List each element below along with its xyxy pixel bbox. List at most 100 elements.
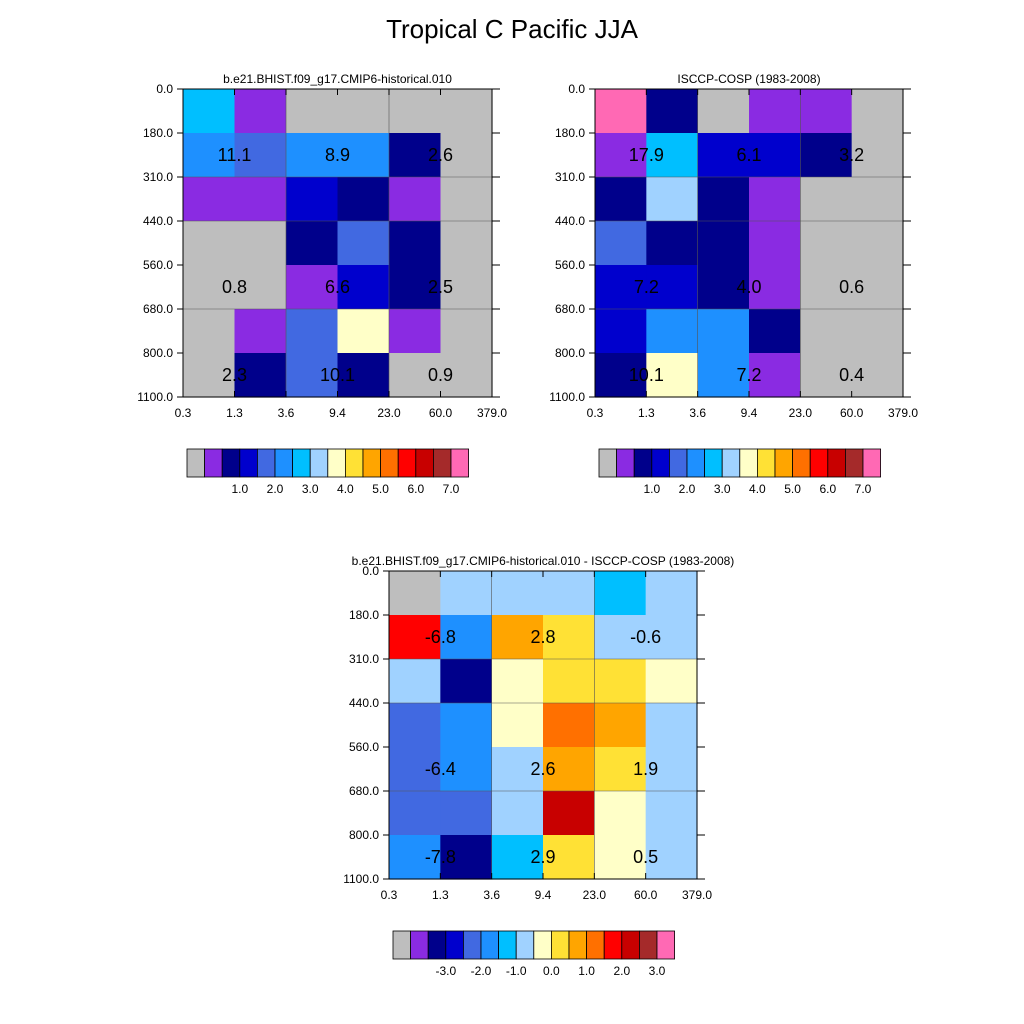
colorbar-swatch: [616, 448, 635, 478]
heatmap-cell: [491, 747, 544, 792]
heatmap-cell: [440, 309, 493, 354]
colorbar-label: -1.0: [506, 964, 527, 978]
heatmap-cell: [440, 703, 493, 748]
colorbar-swatch: [568, 930, 588, 960]
colorbar-label: 2.0: [679, 482, 696, 496]
colorbar-swatch: [515, 930, 535, 960]
colorbar-swatch: [462, 930, 482, 960]
heatmap-cell: [595, 309, 647, 354]
heatmap-cell: [697, 133, 750, 178]
heatmap-cell: [646, 89, 699, 134]
colorbar-swatch: [621, 930, 640, 960]
heatmap-cell: [645, 747, 698, 792]
heatmap-cell: [389, 265, 442, 310]
colorbar-swatch: [186, 448, 206, 478]
colorbar-swatch: [239, 448, 258, 478]
colorbar-swatch: [498, 930, 517, 960]
heatmap-cell: [645, 835, 698, 880]
y-tick-label: 310.0: [143, 170, 173, 184]
data-label: 2.9: [530, 847, 555, 867]
heatmap-panel-3: b.e21.BHIST.f09_g17.CMIP6-historical.010…: [343, 554, 734, 978]
x-tick-label: 60.0: [840, 406, 864, 420]
heatmap-cell: [646, 309, 699, 354]
colorbar-label: 1.0: [643, 482, 660, 496]
colorbar-label: 2.0: [267, 482, 284, 496]
heatmap-cell: [234, 89, 287, 134]
x-tick-label: 1.3: [638, 406, 655, 420]
data-label: -7.8: [425, 847, 456, 867]
heatmap-cell: [749, 177, 801, 222]
colorbar-swatch: [845, 448, 864, 478]
heatmap-cell: [800, 265, 853, 310]
heatmap-cell: [697, 265, 750, 310]
colorbar-swatch: [432, 448, 452, 478]
data-label: 0.4: [839, 365, 864, 385]
heatmap-cell: [234, 221, 287, 266]
x-tick-label: 9.4: [535, 888, 552, 902]
heatmap-cell: [749, 89, 801, 134]
heatmap-cell: [440, 747, 493, 792]
colorbar-swatch: [256, 448, 276, 478]
colorbar-label: -2.0: [471, 964, 492, 978]
y-tick-label: 310.0: [349, 652, 379, 666]
x-tick-label: 9.4: [329, 406, 346, 420]
data-label: 6.1: [736, 145, 761, 165]
x-tick-label: 379.0: [477, 406, 507, 420]
heatmap-cell: [543, 747, 595, 792]
colorbar-swatch: [533, 930, 552, 960]
colorbar-swatch: [397, 448, 417, 478]
heatmap-cell: [286, 177, 339, 222]
colorbar-swatch: [221, 448, 241, 478]
heatmap-cell: [749, 221, 801, 266]
heatmap-cell: [286, 89, 339, 134]
heatmap-cell: [440, 835, 493, 880]
data-label: 8.9: [325, 145, 350, 165]
y-tick-label: 1100.0: [549, 390, 585, 404]
heatmap-cell: [183, 353, 236, 398]
heatmap-cell: [543, 791, 595, 836]
heatmap-cell: [337, 177, 390, 222]
heatmap-cell: [440, 615, 493, 660]
heatmap-cell: [645, 791, 698, 836]
colorbar-swatch: [410, 930, 429, 960]
colorbar-swatch: [415, 448, 434, 478]
heatmap-cell: [594, 791, 647, 836]
colorbar-label: 3.0: [649, 964, 666, 978]
heatmap-cell: [286, 265, 339, 310]
colorbar-label: 1.0: [578, 964, 595, 978]
data-label: -6.4: [425, 759, 456, 779]
colorbar-swatch: [757, 448, 776, 478]
heatmap-cell: [851, 89, 904, 134]
colorbar-label: 0.0: [543, 964, 560, 978]
colorbar-label: -3.0: [435, 964, 456, 978]
heatmap-cell: [286, 353, 339, 398]
colorbar-label: 7.0: [855, 482, 872, 496]
heatmap-cell: [595, 221, 647, 266]
heatmap-cell: [800, 353, 853, 398]
colorbar-label: 6.0: [407, 482, 424, 496]
y-tick-label: 800.0: [143, 346, 173, 360]
heatmap-cell: [183, 133, 236, 178]
heatmap-cell: [183, 177, 236, 222]
colorbar-swatch: [445, 930, 464, 960]
heatmap-cell: [749, 133, 801, 178]
heatmap-cell: [491, 835, 544, 880]
colorbar-label: 1.0: [231, 482, 248, 496]
heatmap-cell: [749, 353, 801, 398]
colorbar-swatch: [639, 930, 658, 960]
heatmap-cell: [595, 353, 647, 398]
y-tick-label: 0.0: [156, 82, 173, 96]
data-label: 17.9: [629, 145, 664, 165]
heatmap-cell: [543, 835, 595, 880]
heatmap-cell: [697, 177, 750, 222]
heatmap-cell: [646, 265, 699, 310]
y-tick-label: 440.0: [143, 214, 173, 228]
y-tick-label: 180.0: [143, 126, 173, 140]
heatmap-cell: [440, 177, 493, 222]
colorbar-swatch: [862, 448, 882, 478]
colorbar-swatch: [792, 448, 811, 478]
data-label: -6.8: [425, 627, 456, 647]
y-tick-label: 180.0: [349, 608, 379, 622]
colorbar-swatch: [480, 930, 500, 960]
